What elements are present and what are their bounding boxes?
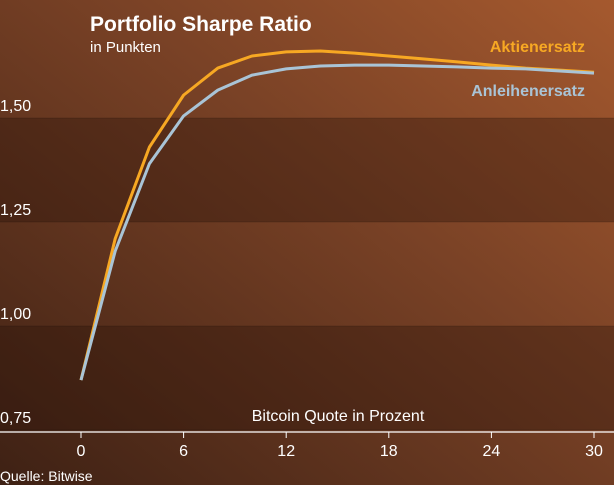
- line: [79, 63, 595, 381]
- band: [0, 326, 614, 430]
- band: [0, 118, 614, 222]
- y-tick-label: 1,00: [0, 306, 31, 323]
- line: [79, 49, 595, 381]
- chart-title: Portfolio Sharpe Ratio: [90, 13, 312, 36]
- x-tick-label: 0: [77, 443, 86, 460]
- y-tick-label: 1,25: [0, 202, 31, 219]
- y-tick-label: 1,50: [0, 98, 31, 115]
- chart-subtitle: in Punkten: [90, 39, 161, 56]
- legend-label: Aktienersatz: [490, 39, 585, 56]
- x-tick-label: 24: [483, 443, 501, 460]
- x-axis-label: Bitcoin Quote in Prozent: [252, 408, 425, 425]
- y-tick-label: 0,75: [0, 410, 31, 427]
- x-tick-label: 6: [179, 443, 188, 460]
- x-tick-label: 12: [277, 443, 295, 460]
- source: Quelle: Bitwise: [0, 468, 93, 484]
- x-tick-label: 18: [380, 443, 398, 460]
- x-tick-label: 30: [585, 443, 603, 460]
- legend-label: Anleihenersatz: [471, 83, 585, 100]
